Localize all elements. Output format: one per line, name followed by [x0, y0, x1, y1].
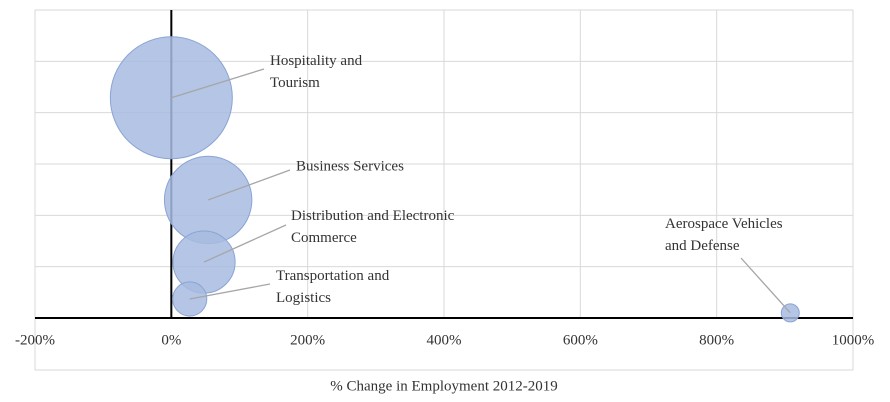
data-label-line: Commerce	[291, 230, 357, 246]
data-label-line: Transportation and	[276, 268, 390, 284]
x-tick-label: 200%	[290, 332, 325, 348]
x-tick-label: 0%	[161, 332, 181, 348]
x-tick-label: 600%	[563, 332, 598, 348]
data-label: Transportation and Logistics	[276, 268, 390, 306]
data-label-line: Logistics	[276, 290, 331, 306]
data-label-line: Aerospace Vehicles	[665, 216, 783, 232]
data-label-line: Hospitality and	[270, 53, 363, 69]
x-axis-title: % Change in Employment 2012-2019	[330, 378, 557, 394]
data-label-line: Tourism	[270, 75, 320, 91]
x-tick-label: -200%	[15, 332, 55, 348]
leader-line	[171, 68, 265, 99]
bubble	[172, 281, 208, 317]
data-label-line: and Defense	[665, 238, 740, 254]
x-tick-label: 800%	[699, 332, 734, 348]
data-label: Hospitality and Tourism	[270, 53, 363, 91]
data-label: Business Services	[296, 158, 404, 174]
leader-line	[189, 283, 271, 300]
leader-line	[207, 169, 291, 201]
x-tick-label: 1000%	[832, 332, 875, 348]
x-tick-label: 400%	[427, 332, 462, 348]
leader-line	[740, 257, 791, 314]
data-label-line: Distribution and Electronic	[291, 208, 455, 224]
leader-line	[203, 224, 287, 263]
data-label: Distribution and Electronic Commerce	[291, 208, 455, 246]
data-label: Aerospace Vehicles and Defense	[665, 216, 783, 254]
